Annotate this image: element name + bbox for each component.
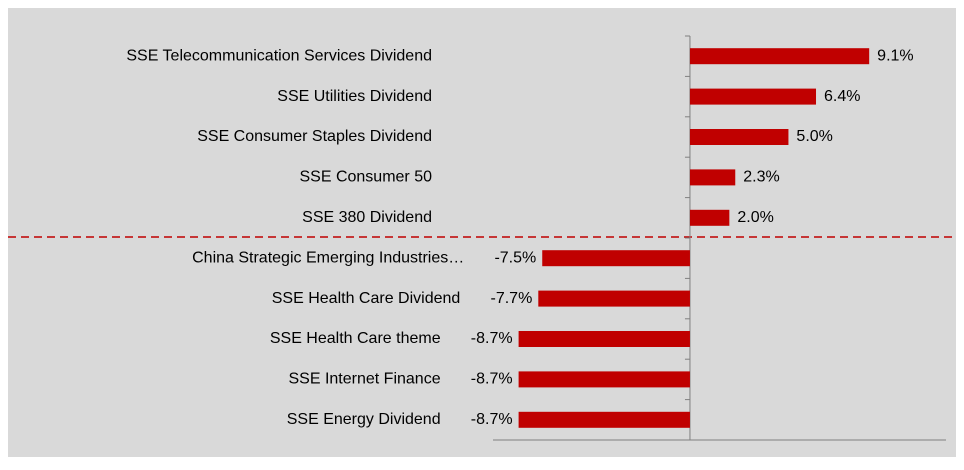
value-label: 9.1% (877, 47, 913, 64)
bar (689, 209, 730, 226)
bar (538, 290, 690, 307)
bar (518, 331, 690, 347)
category-label: SSE Telecommunication Services Dividend (126, 47, 432, 64)
value-label: 6.4% (824, 88, 860, 105)
value-label: -8.7% (471, 411, 513, 428)
value-label: 5.0% (796, 128, 832, 145)
bar (518, 411, 690, 428)
value-label: -8.7% (471, 371, 513, 388)
category-label: SSE Utilities Dividend (277, 88, 432, 105)
category-label: China Strategic Emerging Industries… (192, 249, 464, 266)
category-label: SSE 380 Dividend (302, 209, 432, 226)
category-label: SSE Energy Dividend (287, 411, 441, 428)
bar (689, 48, 870, 65)
chart-background (8, 8, 956, 457)
value-label: 2.3% (743, 169, 779, 186)
bar (689, 169, 736, 186)
bar (518, 371, 690, 388)
bar (542, 250, 690, 267)
value-label: -7.5% (494, 249, 536, 266)
category-label: SSE Consumer 50 (299, 169, 432, 186)
category-label: SSE Health Care theme (270, 330, 441, 347)
value-label: 2.0% (737, 209, 773, 226)
value-label: -7.7% (491, 290, 533, 307)
category-label: SSE Internet Finance (289, 371, 441, 388)
value-label: -8.7% (471, 330, 513, 347)
bar (689, 129, 789, 145)
category-label: SSE Consumer Staples Dividend (197, 128, 432, 145)
bar (689, 88, 817, 105)
category-label: SSE Health Care Dividend (272, 290, 461, 307)
